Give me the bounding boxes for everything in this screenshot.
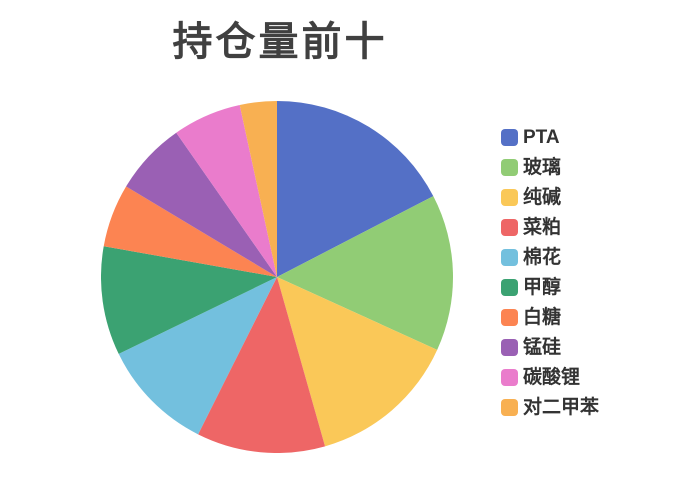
- legend-item[interactable]: 白糖: [501, 307, 599, 328]
- pie-slice[interactable]: [277, 101, 434, 277]
- legend-item[interactable]: 碳酸锂: [501, 367, 599, 388]
- legend-swatch: [501, 219, 518, 236]
- pie-slice[interactable]: [198, 277, 326, 453]
- legend-swatch: [501, 159, 518, 176]
- legend-swatch: [501, 399, 518, 416]
- pie-slice[interactable]: [126, 132, 277, 277]
- legend-label: 碳酸锂: [523, 367, 581, 388]
- legend-swatch: [501, 339, 518, 356]
- legend-swatch: [501, 249, 518, 266]
- pie-slice[interactable]: [101, 246, 277, 354]
- legend-item[interactable]: PTA: [501, 127, 599, 148]
- legend-label: 甲醇: [523, 277, 562, 298]
- legend-item[interactable]: 棉花: [501, 247, 599, 268]
- legend-swatch: [501, 129, 518, 146]
- pie-slice[interactable]: [118, 277, 277, 435]
- legend-swatch: [501, 189, 518, 206]
- legend-swatch: [501, 309, 518, 326]
- legend-item[interactable]: 锰硅: [501, 337, 599, 358]
- pie-slice[interactable]: [277, 196, 453, 350]
- legend-label: PTA: [523, 127, 560, 148]
- pie-chart: [101, 101, 453, 453]
- legend-label: 玻璃: [523, 157, 562, 178]
- legend-label: 棉花: [523, 247, 562, 268]
- pie-slice[interactable]: [103, 186, 277, 277]
- legend-swatch: [501, 369, 518, 386]
- pie-slice[interactable]: [277, 277, 438, 447]
- chart-title: 持仓量前十: [172, 20, 388, 64]
- legend-item[interactable]: 菜粕: [501, 217, 599, 238]
- pie-slice[interactable]: [239, 101, 277, 277]
- legend-item[interactable]: 对二甲苯: [501, 397, 600, 418]
- legend-label: 菜粕: [523, 217, 562, 238]
- legend-label: 白糖: [523, 307, 562, 328]
- pie-slice[interactable]: [176, 105, 277, 277]
- legend-item[interactable]: 纯碱: [501, 187, 599, 208]
- legend-label: 纯碱: [523, 187, 562, 208]
- legend-label: 锰硅: [523, 337, 562, 358]
- legend: PTA 玻璃纯碱菜粕棉花甲醇白糖锰硅碳酸锂对二甲苯: [501, 127, 600, 418]
- legend-swatch: [501, 279, 518, 296]
- legend-item[interactable]: 甲醇: [501, 277, 599, 298]
- legend-item[interactable]: 玻璃: [501, 157, 599, 178]
- legend-label: 对二甲苯: [523, 397, 600, 418]
